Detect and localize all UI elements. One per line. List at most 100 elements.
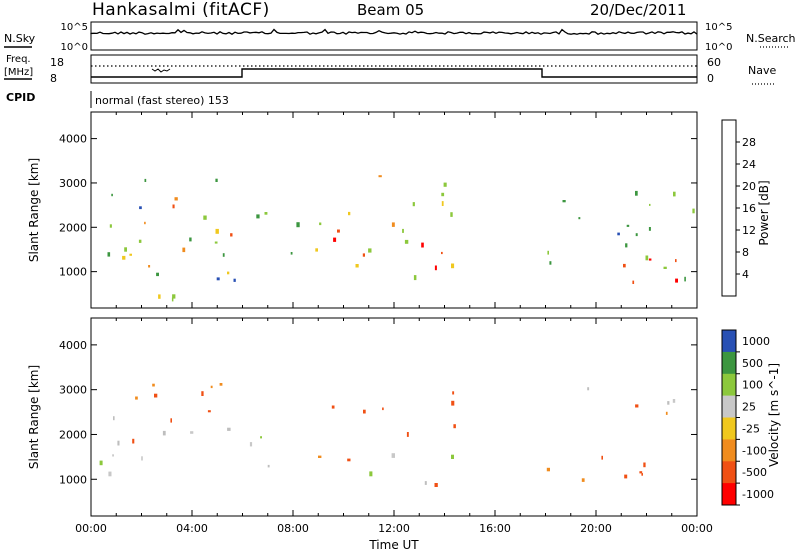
data-cell [451, 263, 455, 269]
data-cell [369, 471, 373, 477]
data-cell [215, 228, 219, 234]
colorbar-tick-label: 4 [742, 268, 749, 281]
nsky-tick-bottom-right: 10^0 [705, 42, 732, 53]
velocity-heatmap [99, 383, 676, 487]
data-cell [378, 175, 382, 178]
colorbar-tick-label: 28 [742, 136, 756, 149]
data-cell [174, 197, 178, 201]
data-cell [215, 178, 218, 182]
data-cell [645, 255, 649, 261]
data-cell [549, 261, 552, 265]
data-cell [382, 407, 384, 411]
data-cell [424, 481, 427, 485]
data-cell [190, 431, 194, 434]
data-cell [649, 203, 651, 206]
data-cell [639, 471, 643, 474]
power-ylabel: Slant Range [km] [27, 158, 41, 262]
velocity-colorbar-label: Velocity [m s^-1] [767, 363, 781, 467]
colorbar-segment [722, 483, 736, 506]
data-cell [402, 228, 404, 233]
data-cell [107, 252, 111, 257]
data-cell [363, 409, 366, 414]
nsearch-label: N.Search [746, 32, 796, 45]
data-cell [158, 294, 161, 299]
colorbar-segment [722, 417, 736, 440]
cpid-label: CPID [6, 91, 35, 104]
time-tick-label: 20:00 [580, 522, 612, 535]
data-cell [391, 222, 395, 227]
data-cell [210, 385, 213, 389]
colorbar-tick-label: 24 [742, 158, 756, 171]
data-cell [112, 454, 114, 457]
data-cell [452, 391, 455, 395]
colorbar-segment [722, 373, 736, 397]
data-cell [451, 400, 455, 406]
data-cell [675, 259, 677, 263]
freq-tick-bottom-left: 8 [50, 72, 57, 85]
data-cell [152, 383, 155, 387]
y-tick-label: 1000 [59, 473, 87, 486]
data-cell [692, 208, 695, 214]
time-tick-label: 04:00 [176, 522, 208, 535]
data-cell [347, 458, 351, 462]
freq-step-line [91, 68, 697, 78]
colorbar-tick-label: 100 [742, 379, 763, 392]
data-cell [648, 227, 651, 231]
data-cell [587, 387, 590, 391]
data-cell [337, 229, 340, 233]
time-tick-label: 00:00 [681, 522, 713, 535]
time-axis-labels: 00:00 04:00 08:00 12:00 16:00 20:00 00:00 [75, 522, 713, 535]
y-tick-label: 2000 [59, 428, 87, 441]
data-cell [451, 454, 454, 459]
colorbar-tick-label: -500 [742, 466, 767, 479]
y-tick-label: 2000 [59, 221, 87, 234]
data-cell [122, 255, 126, 260]
cpid-value: normal (fast stereo) 153 [95, 94, 229, 107]
data-cell [663, 266, 667, 269]
data-cell [111, 193, 113, 197]
data-cell [412, 202, 415, 207]
nsky-tick-top-left: 10^5 [61, 22, 88, 33]
data-cell [216, 277, 220, 281]
colorbar-tick-label: 20 [742, 180, 756, 193]
data-cell [434, 483, 438, 487]
data-cell [441, 251, 443, 255]
data-cell [421, 242, 424, 248]
data-cell [144, 178, 147, 182]
data-cell [626, 224, 630, 227]
colorbar-tick-label: -100 [742, 444, 767, 457]
data-cell [443, 182, 447, 187]
data-cell [108, 471, 112, 477]
data-cell [635, 233, 638, 237]
colorbar-tick-label: 500 [742, 357, 763, 370]
velocity-panel-frame [90, 317, 698, 517]
freq-label-1: Freq. [6, 54, 31, 65]
nsky-label: N.Sky [4, 32, 36, 45]
data-cell [333, 237, 337, 242]
data-cell [441, 192, 445, 197]
data-cell [632, 280, 635, 284]
data-cell [319, 222, 322, 226]
data-cell [623, 263, 626, 268]
time-tick-label: 00:00 [75, 522, 107, 535]
data-cell [249, 442, 253, 447]
data-cell [315, 248, 318, 252]
power-heatmap [107, 175, 695, 302]
data-cell [355, 264, 359, 268]
data-cell [182, 247, 186, 253]
colorbar-tick-label: 12 [742, 224, 756, 237]
data-cell [203, 215, 207, 220]
data-cell [625, 243, 628, 248]
y-tick-label: 3000 [59, 177, 87, 190]
data-cell [643, 462, 646, 468]
data-cell [129, 253, 132, 256]
colorbar-tick-label: 16 [742, 202, 756, 215]
data-cell [207, 410, 211, 413]
data-cell [673, 191, 676, 197]
data-cell [667, 401, 670, 405]
data-cell [171, 297, 174, 302]
time-tick-label: 08:00 [277, 522, 309, 535]
nsky-trace [90, 28, 698, 35]
data-cell [148, 265, 151, 268]
nave-tick-top-right: 60 [707, 56, 721, 69]
